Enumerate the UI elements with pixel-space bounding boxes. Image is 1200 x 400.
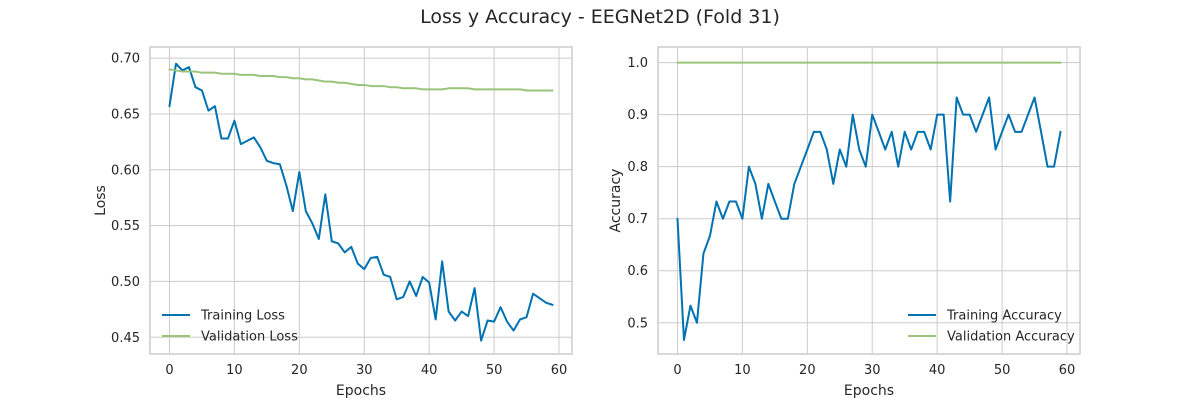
accuracy-y-tick-label: 0.6 [627, 264, 648, 279]
accuracy-x-tick-label: 40 [929, 363, 946, 378]
loss-x-tick-label: 0 [165, 363, 173, 378]
loss-plot-area [150, 47, 572, 354]
loss-legend-label: Validation Loss [201, 330, 298, 345]
loss-x-tick-label: 10 [226, 363, 243, 378]
accuracy-x-axis-label: Epochs [844, 383, 894, 399]
loss-x-tick-label: 20 [291, 363, 308, 378]
accuracy-x-tick-label: 60 [1059, 363, 1076, 378]
loss-x-tick-label: 60 [551, 363, 568, 378]
loss-x-axis-label: Epochs [336, 383, 386, 399]
accuracy-y-tick-label: 0.8 [627, 160, 648, 175]
accuracy-y-tick-label: 1.0 [627, 56, 648, 71]
accuracy-y-axis-label: Accuracy [608, 169, 624, 233]
figure-title: Loss y Accuracy - EEGNet2D (Fold 31) [420, 6, 780, 28]
loss-series-training-line [168, 62, 554, 342]
accuracy-x-tick-label: 10 [734, 363, 751, 378]
loss-y-tick-label: 0.60 [111, 163, 140, 178]
accuracy-x-tick-label: 20 [799, 363, 816, 378]
loss-series-validation-line [168, 68, 554, 92]
loss-axes-frame [149, 46, 573, 355]
loss-y-tick-label: 0.70 [111, 52, 140, 67]
accuracy-x-tick-label: 30 [864, 363, 881, 378]
accuracy-plot-area [658, 47, 1080, 354]
loss-y-tick-label: 0.65 [111, 107, 140, 122]
loss-legend-label: Training Loss [200, 309, 285, 324]
loss-chart: 0 10 20 30 40 50 60 0.45 0.50 0.55 0.60 0.65 0.70 Epo… [93, 46, 573, 399]
accuracy-chart: 0 10 20 30 40 50 60 0.5 0.6 0.7 0.8 0.9 1.0 Epochs Acc… [608, 46, 1081, 399]
accuracy-x-tick-label: 50 [994, 363, 1011, 378]
loss-x-tick-label: 30 [356, 363, 373, 378]
accuracy-y-tick-label: 0.5 [627, 316, 648, 331]
loss-y-axis-label: Loss [93, 185, 109, 216]
loss-y-tick-label: 0.55 [111, 219, 140, 234]
accuracy-axes-frame [657, 46, 1081, 355]
accuracy-series-training-line [676, 96, 1062, 341]
loss-y-tick-label: 0.50 [111, 275, 140, 290]
accuracy-x-tick-label: 0 [673, 363, 681, 378]
loss-y-tick-label: 0.45 [111, 331, 140, 346]
loss-x-tick-label: 50 [486, 363, 503, 378]
accuracy-legend-label: Validation Accuracy [947, 330, 1075, 345]
accuracy-legend-label: Training Accuracy [946, 309, 1062, 324]
accuracy-y-tick-label: 0.9 [627, 108, 648, 123]
accuracy-y-tick-label: 0.7 [627, 212, 648, 227]
loss-x-tick-label: 40 [421, 363, 438, 378]
